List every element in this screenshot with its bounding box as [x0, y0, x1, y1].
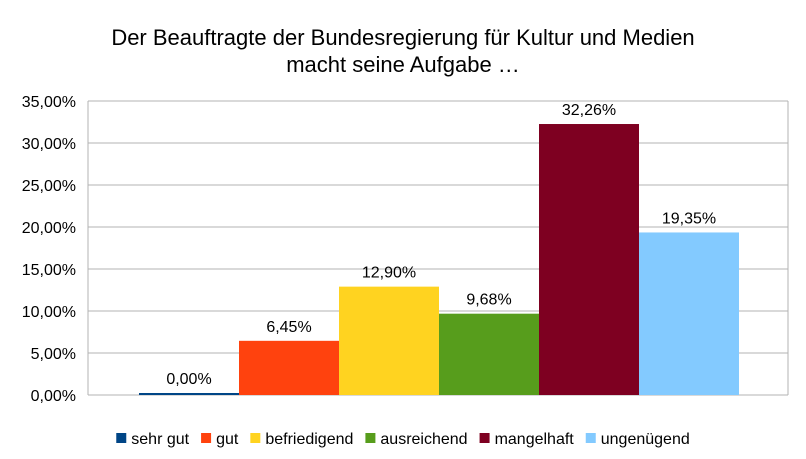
data-label: 9,68% — [466, 292, 511, 309]
legend-label: sehr gut — [131, 431, 189, 448]
y-tick-label: 15,00% — [22, 262, 76, 279]
legend-swatch — [365, 433, 376, 443]
bar-6 — [639, 232, 739, 395]
data-label: 0,00% — [166, 371, 211, 388]
y-tick-label: 30,00% — [22, 136, 76, 153]
bar-2 — [239, 340, 339, 395]
legend-swatch — [116, 433, 127, 443]
bar-1 — [139, 393, 239, 395]
legend-swatch — [201, 433, 212, 443]
bars — [139, 124, 739, 396]
bar-4 — [439, 313, 539, 395]
legend-swatch — [479, 433, 490, 443]
legend: sehr gut gut befriedigend ausreichend mangel… — [116, 431, 690, 448]
y-tick-label: 20,00% — [22, 220, 76, 237]
y-tick-label: 25,00% — [22, 178, 76, 195]
y-axis-tick-labels: 0,00% 5,00% 10,00% 15,00% 20,00% 25,00% 30,00%… — [22, 94, 76, 405]
data-label: 6,45% — [266, 319, 311, 336]
legend-label: gut — [216, 431, 239, 448]
y-tick-label: 10,00% — [22, 304, 76, 321]
data-labels: 0,00% 6,45% 12,90% 9,68% 32,26% 19,35% — [166, 102, 716, 388]
y-tick-label: 0,00% — [31, 388, 76, 405]
bar-5 — [539, 124, 639, 396]
bar-3 — [339, 286, 439, 395]
y-tick-label: 5,00% — [31, 346, 76, 363]
legend-label: ungenügend — [601, 431, 690, 448]
data-label: 19,35% — [662, 210, 716, 227]
legend-label: befriedigend — [265, 431, 353, 448]
legend-label: ausreichend — [380, 431, 467, 448]
legend-swatch — [250, 433, 261, 443]
legend-swatch — [585, 433, 596, 443]
data-label: 12,90% — [362, 265, 416, 282]
y-tick-label: 35,00% — [22, 94, 76, 111]
chart-title-line-1: Der Beauftragte der Bundesregierung für … — [111, 25, 694, 50]
chart-title-line-2: macht seine Aufgabe … — [286, 52, 520, 77]
data-label: 32,26% — [562, 102, 616, 119]
legend-label: mangelhaft — [495, 431, 575, 448]
